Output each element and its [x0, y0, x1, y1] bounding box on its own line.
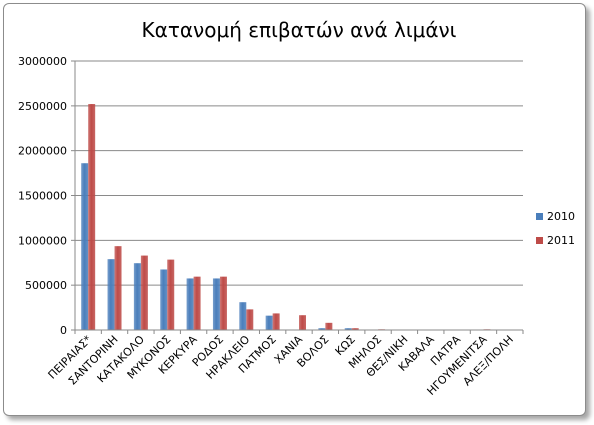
bar-2011-1: [114, 246, 122, 330]
bar-2010-7: [265, 315, 273, 330]
bar-2010-2: [133, 263, 141, 330]
bar-2010-3: [160, 269, 168, 330]
legend-label-2010: 2010: [547, 210, 575, 223]
y-tick-label: 2500000: [18, 100, 67, 113]
bar-2010-10: [344, 328, 352, 330]
bar-2010-1: [107, 259, 115, 330]
chart-title: Κατανομή επιβατών ανά λιμάνι: [142, 18, 457, 42]
y-tick-label: 1000000: [18, 234, 67, 247]
bar-2011-9: [325, 322, 333, 330]
bar-2011-0: [88, 104, 96, 330]
legend-swatch-2010: [536, 213, 543, 220]
bar-2010-0: [81, 163, 89, 330]
bar-2011-6: [246, 309, 254, 330]
bars: [81, 104, 517, 330]
bar-2011-10: [351, 328, 359, 330]
x-axis: ΠΕΙΡΑΙΑΣ*ΣΑΝΤΟΡΙΝΗΚΑΤΑΚΟΛΟΜΥΚΟΝΟΣΚΕΡΚΥΡΑ…: [46, 329, 524, 398]
chart-frame: Κατανομή επιβατών ανά λιμάνι 0 500000 1000…: [3, 3, 586, 416]
bar-2011-3: [167, 259, 175, 330]
y-axis: 0 500000 1000000 1500000 2000000 2500000 30000…: [18, 55, 76, 337]
y-tick-label: 2000000: [18, 145, 67, 158]
legend-label-2011: 2011: [547, 234, 575, 247]
y-tick-label: 3000000: [18, 55, 67, 68]
y-tick-label: 500000: [25, 279, 67, 292]
bar-2011-2: [140, 255, 148, 330]
bar-2011-4: [193, 276, 201, 330]
y-tick-label: 1500000: [18, 190, 67, 203]
bar-2011-8: [299, 315, 306, 330]
y-tick-label: 0: [60, 324, 67, 337]
chart-svg: Κατανομή επιβατών ανά λιμάνι 0 500000 1000…: [18, 18, 575, 398]
bar-2010-5: [212, 278, 220, 330]
bar-2010-6: [239, 302, 247, 330]
bar-2011-5: [219, 276, 227, 330]
legend-swatch-2011: [536, 237, 543, 244]
bar-2010-4: [186, 278, 194, 330]
legend: 2010 2011: [536, 210, 575, 247]
bar-2011-7: [272, 313, 280, 330]
bar-2010-9: [318, 328, 326, 330]
gridlines: [75, 60, 523, 331]
